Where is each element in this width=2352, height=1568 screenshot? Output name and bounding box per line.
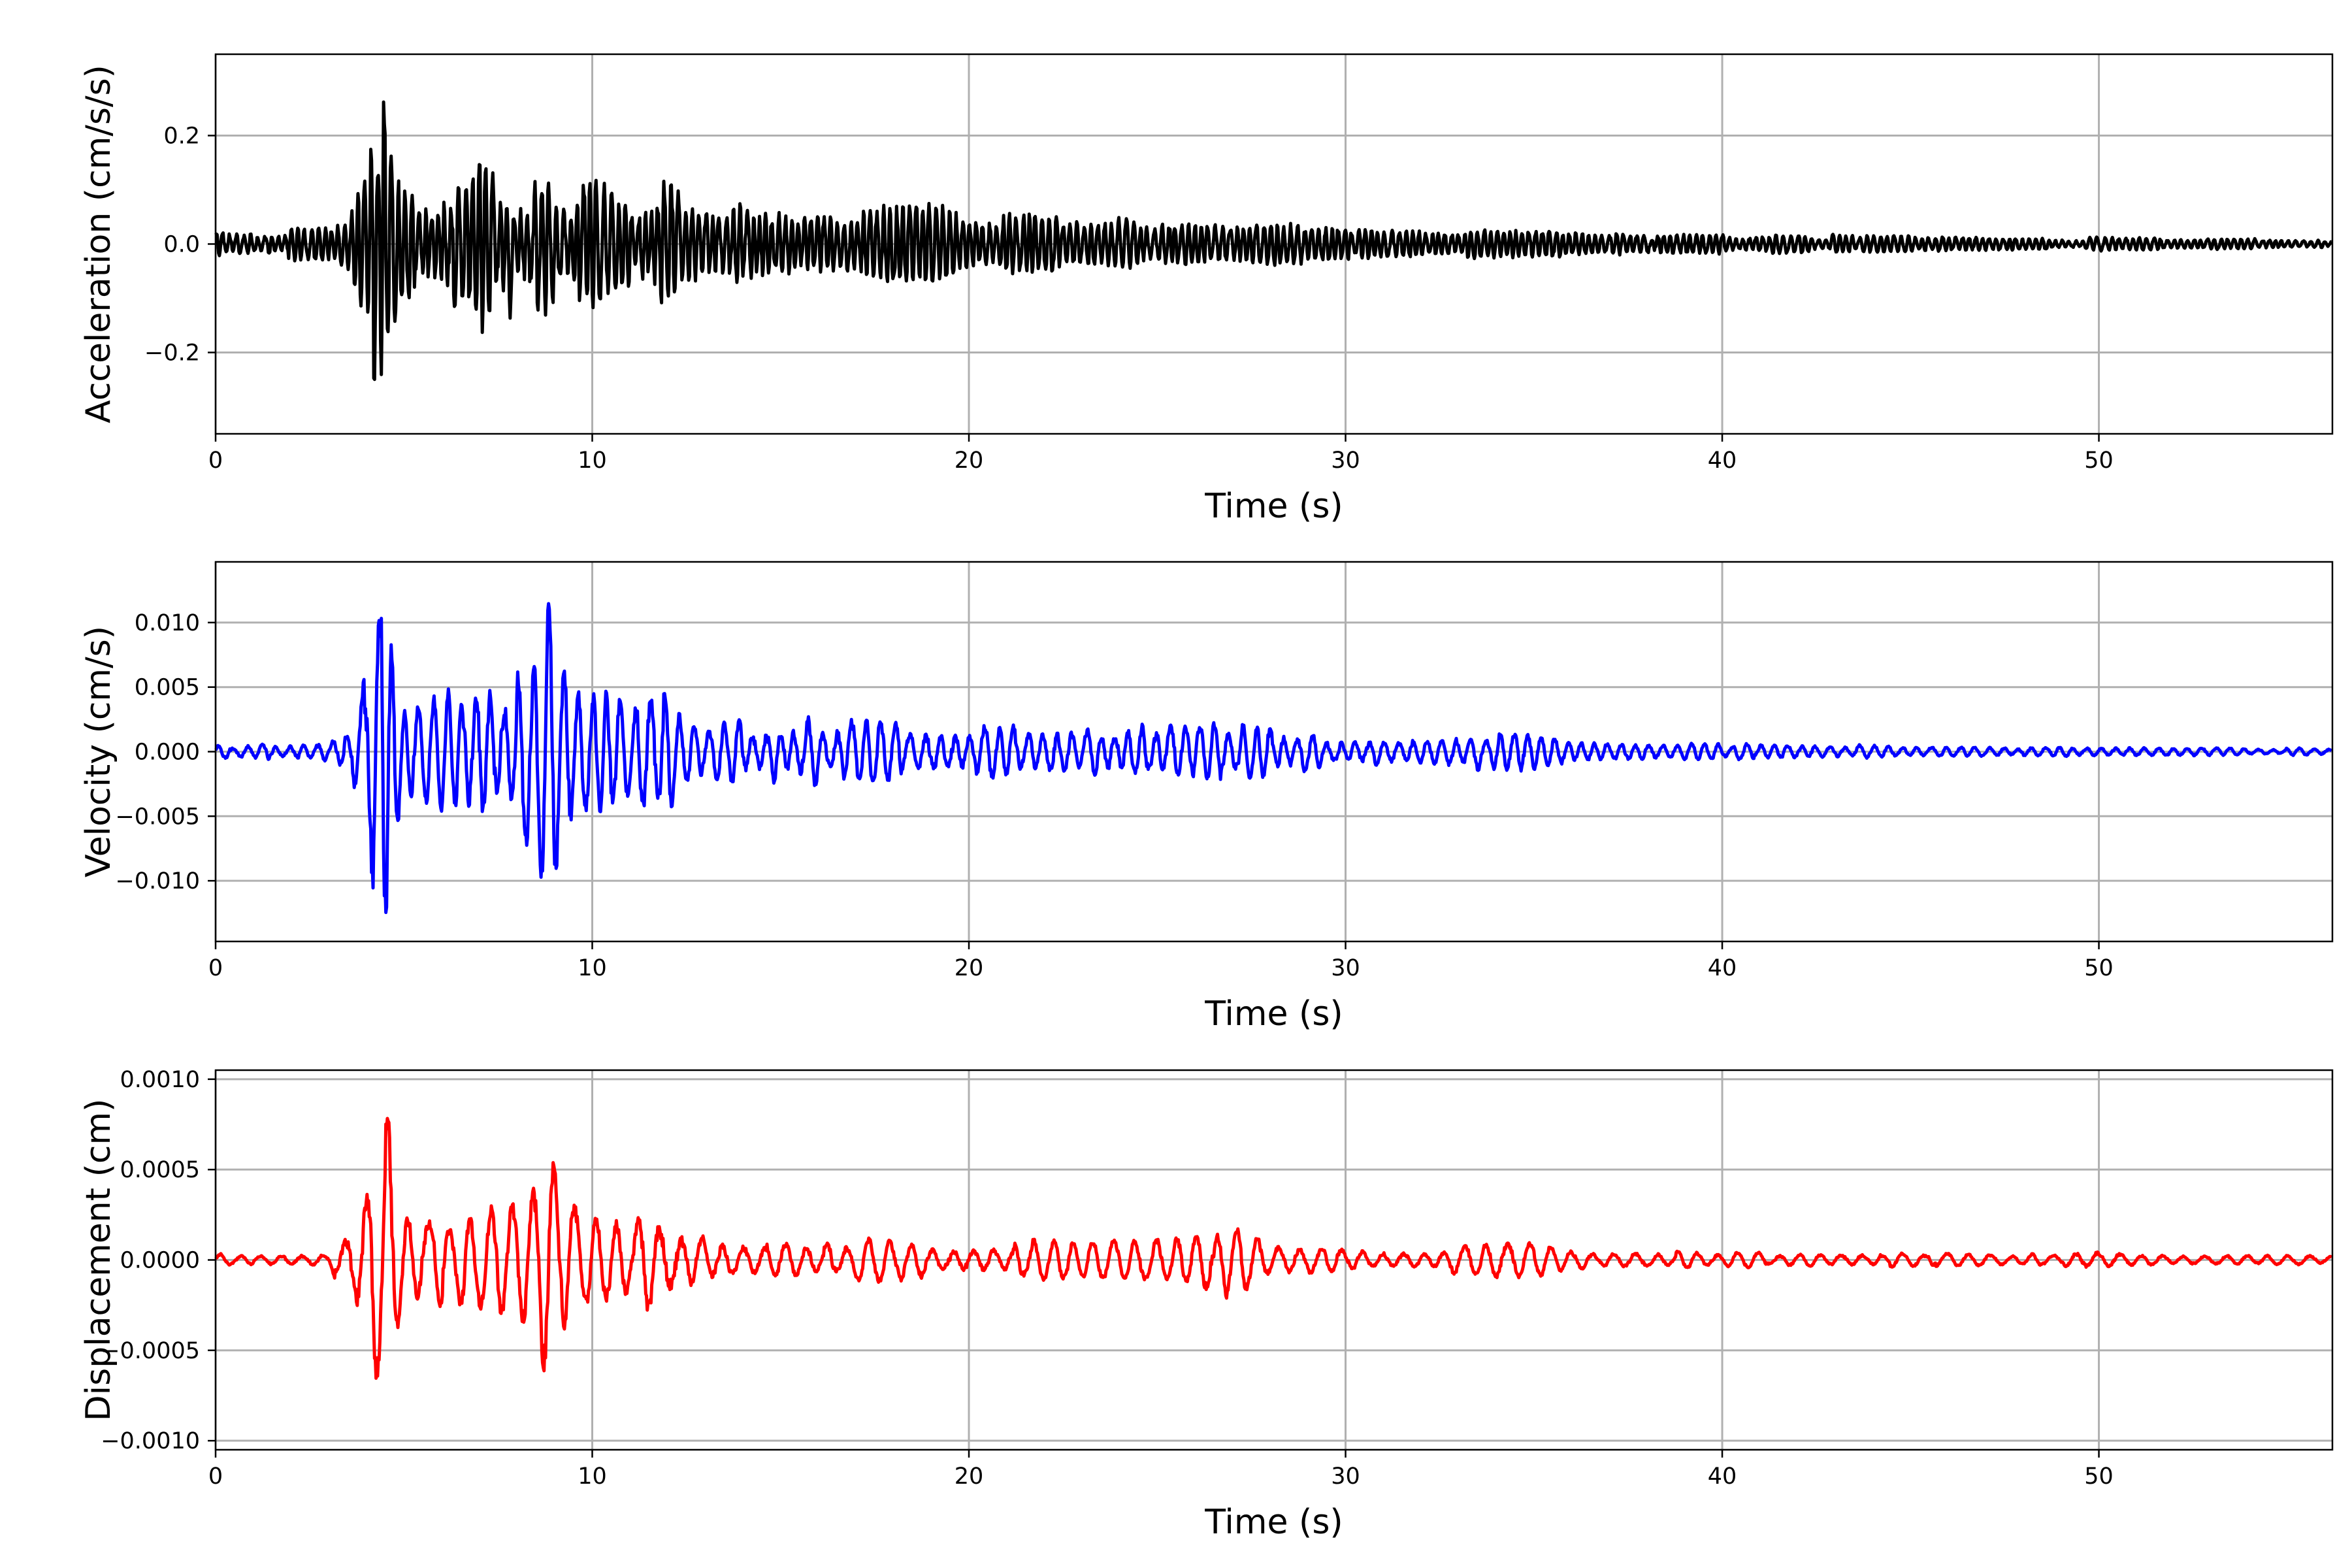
y-tick-label: 0.0010: [120, 1067, 200, 1093]
x-tick-label: 0: [208, 448, 223, 474]
acceleration-x-axis-label: Time (s): [1204, 487, 1343, 526]
x-tick-label: 30: [1331, 955, 1360, 981]
velocity-series-line: [214, 602, 2333, 915]
x-tick-label: 10: [578, 955, 607, 981]
x-tick-label: 30: [1331, 448, 1360, 474]
x-tick-label: 10: [578, 1463, 607, 1490]
x-tick-label: 50: [2084, 1463, 2114, 1490]
y-tick-label: −0.0005: [101, 1338, 200, 1364]
x-tick-label: 50: [2084, 448, 2114, 474]
x-tick-label: 0: [208, 955, 223, 981]
velocity-panel: 0 10 20 30 40 50 0.010 0.005 0.000 −0.005 −0.010 Ti…: [79, 561, 2334, 1034]
acceleration-y-axis-label: Acceleration (cm/s/s): [79, 65, 118, 423]
acceleration-panel: 0 10 20 30 40 50 0.2 0.0 −0.2 Time (s) Acceleratio…: [79, 53, 2334, 526]
x-tick-label: 30: [1331, 1463, 1360, 1490]
x-tick-label: 50: [2084, 955, 2114, 981]
y-tick-label: −0.010: [115, 868, 200, 894]
x-tick-label: 20: [955, 955, 984, 981]
y-tick-label: 0.0005: [120, 1157, 200, 1183]
y-tick-label: 0.000: [135, 740, 200, 766]
x-tick-label: 40: [1708, 1463, 1737, 1490]
velocity-y-axis-label: Velocity (cm/s): [79, 626, 118, 877]
x-tick-label: 40: [1708, 448, 1737, 474]
displacement-grid: [214, 1070, 2332, 1450]
displacement-y-axis-label: Displacement (cm): [79, 1099, 118, 1422]
displacement-x-axis-label: Time (s): [1204, 1503, 1343, 1542]
y-tick-label: 0.2: [163, 123, 200, 150]
x-tick-label: 20: [955, 448, 984, 474]
y-tick-label: 0.0: [163, 232, 200, 258]
acceleration-series-line: [214, 100, 2333, 382]
y-tick-label: 0.005: [135, 675, 200, 701]
y-tick-label: −0.2: [144, 340, 200, 367]
x-tick-label: 10: [578, 448, 607, 474]
velocity-x-axis-label: Time (s): [1204, 994, 1343, 1034]
y-tick-label: 0.0000: [120, 1248, 200, 1274]
y-tick-label: −0.0010: [101, 1428, 200, 1454]
displacement-series-line: [214, 1117, 2333, 1380]
y-tick-label: 0.010: [135, 610, 200, 636]
displacement-panel: 0 10 20 30 40 50 0.0010 0.0005 0.0000 −0.0005 −0.0…: [79, 1067, 2334, 1542]
y-tick-label: −0.005: [115, 804, 200, 830]
x-tick-label: 20: [955, 1463, 984, 1490]
x-tick-label: 0: [208, 1463, 223, 1490]
x-tick-label: 40: [1708, 955, 1737, 981]
